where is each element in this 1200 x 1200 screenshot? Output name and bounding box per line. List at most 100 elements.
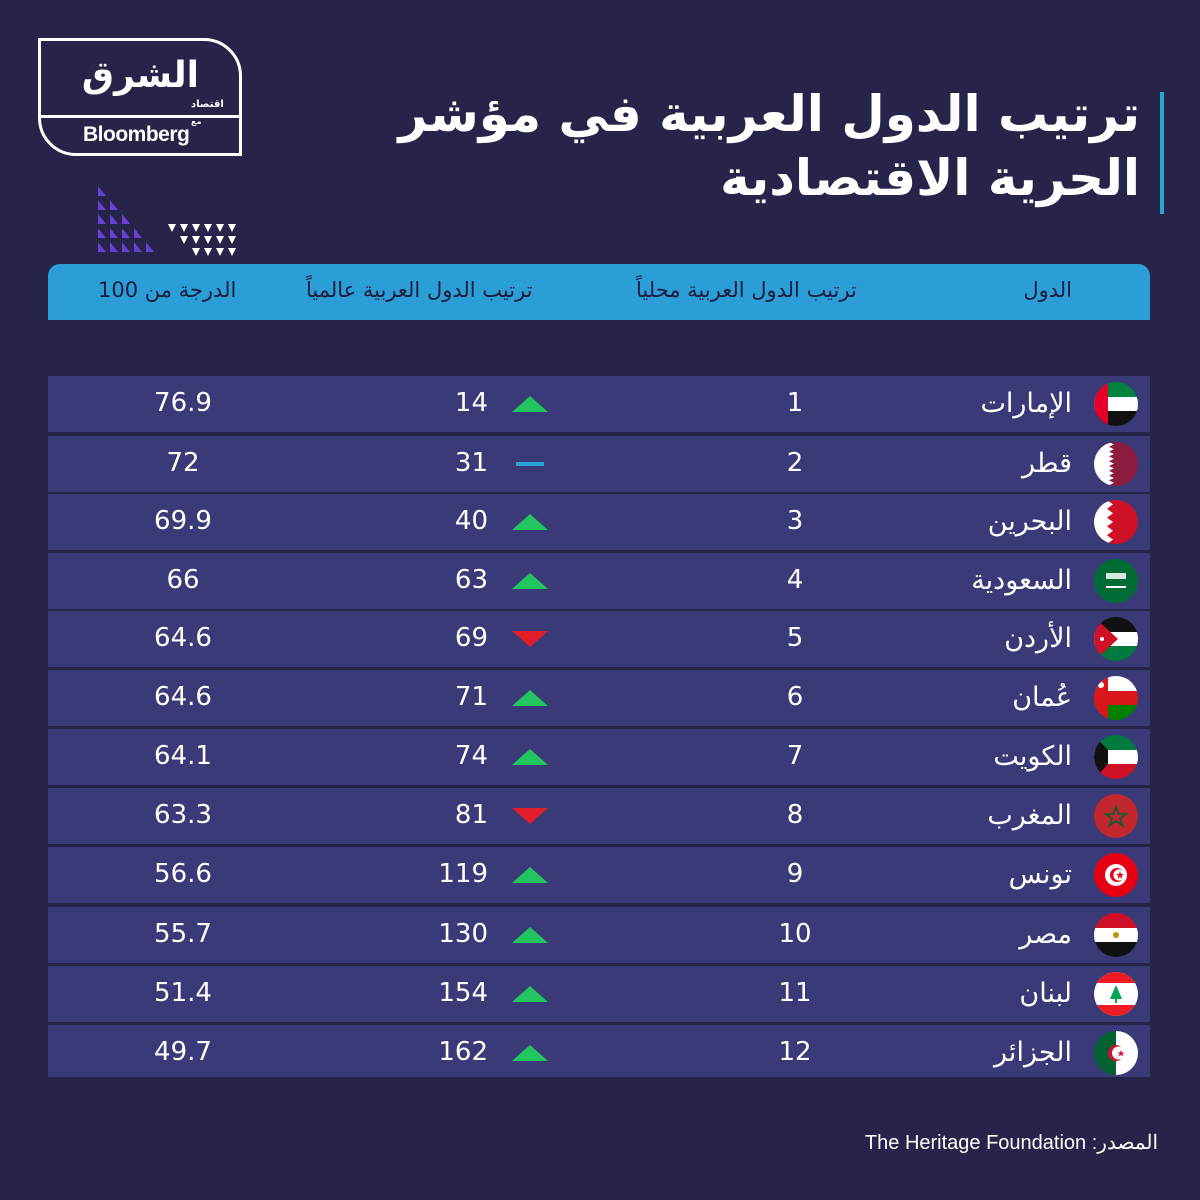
table-row: الأردن 5 69 64.6 — [48, 611, 1150, 667]
table-row: البحرين 3 40 69.9 — [48, 494, 1150, 550]
header-country: الدول — [1023, 278, 1072, 302]
country-name: البحرين — [987, 506, 1072, 537]
local-rank: 2 — [786, 448, 804, 478]
table-row: الكويت 7 74 64.1 — [48, 729, 1150, 785]
rank-up-icon — [510, 984, 550, 1004]
kuwait-flag — [1094, 735, 1138, 779]
country-name: لبنان — [1019, 978, 1072, 1009]
uae-flag — [1094, 382, 1138, 426]
local-rank: 3 — [786, 506, 804, 536]
country-name: عُمان — [1012, 682, 1072, 713]
table-row: الجزائر 12 162 49.7 — [48, 1025, 1150, 1077]
header-global-rank: ترتيب الدول العربية عالمياً — [306, 278, 533, 302]
local-rank: 12 — [778, 1037, 812, 1067]
local-rank: 8 — [786, 800, 804, 830]
rank-unchanged-icon — [510, 454, 550, 474]
local-rank: 4 — [786, 565, 804, 595]
jordan-flag — [1094, 617, 1138, 661]
score-value: 64.6 — [154, 623, 212, 653]
global-rank: 14 — [454, 388, 488, 418]
global-rank: 31 — [454, 448, 488, 478]
score-value: 55.7 — [154, 919, 212, 949]
score-value: 66 — [166, 565, 200, 595]
score-value: 64.6 — [154, 682, 212, 712]
logo-arabic: الشرق — [81, 55, 199, 96]
global-rank: 63 — [454, 565, 488, 595]
local-rank: 6 — [786, 682, 804, 712]
country-name: الأردن — [1004, 623, 1072, 654]
tunisia-flag — [1094, 853, 1138, 897]
global-rank: 81 — [454, 800, 488, 830]
rank-up-icon — [510, 865, 550, 885]
score-value: 49.7 — [154, 1037, 212, 1067]
logo-with: مع — [191, 117, 202, 126]
oman-flag — [1094, 676, 1138, 720]
local-rank: 7 — [786, 741, 804, 771]
table-header: الدول ترتيب الدول العربية محلياً ترتيب ا… — [48, 264, 1150, 320]
saudi-flag — [1094, 559, 1138, 603]
header-score: الدرجة من 100 — [98, 278, 237, 302]
global-rank: 74 — [454, 741, 488, 771]
brand-logo: الشرق اقتصاد مع Bloomberg — [38, 38, 242, 156]
rank-up-icon — [510, 512, 550, 532]
rank-down-icon — [510, 629, 550, 649]
rank-up-icon — [510, 571, 550, 591]
country-name: المغرب — [987, 800, 1072, 831]
decorative-triangles — [98, 186, 236, 256]
morocco-flag — [1094, 794, 1138, 838]
local-rank: 5 — [786, 623, 804, 653]
title-accent-bar — [1160, 92, 1164, 214]
source-note: المصدر: The Heritage Foundation — [864, 1132, 1158, 1154]
score-value: 63.3 — [154, 800, 212, 830]
score-value: 64.1 — [154, 741, 212, 771]
country-name: الإمارات — [980, 388, 1072, 419]
country-name: السعودية — [971, 565, 1072, 596]
table-row: مصر 10 130 55.7 — [48, 907, 1150, 963]
local-rank: 11 — [778, 978, 812, 1008]
score-value: 69.9 — [154, 506, 212, 536]
global-rank: 119 — [438, 859, 488, 889]
country-name: الجزائر — [994, 1037, 1072, 1068]
country-name: تونس — [1008, 859, 1072, 890]
rank-down-icon — [510, 806, 550, 826]
country-name: الكويت — [993, 741, 1072, 772]
rank-up-icon — [510, 1043, 550, 1063]
local-rank: 10 — [778, 919, 812, 949]
global-rank: 40 — [454, 506, 488, 536]
algeria-flag — [1094, 1031, 1138, 1075]
score-value: 72 — [166, 448, 200, 478]
page-title: ترتيب الدول العربية في مؤشر الحرية الاقت… — [340, 82, 1140, 210]
header-local-rank: ترتيب الدول العربية محلياً — [636, 278, 857, 302]
logo-divider — [41, 115, 239, 118]
title-line-2: الحرية الاقتصادية — [720, 149, 1140, 207]
local-rank: 1 — [786, 388, 804, 418]
score-value: 56.6 — [154, 859, 212, 889]
lebanon-flag — [1094, 972, 1138, 1016]
table-row: تونس 9 119 56.6 — [48, 847, 1150, 903]
global-rank: 130 — [438, 919, 488, 949]
table-row: الإمارات 1 14 76.9 — [48, 376, 1150, 432]
rank-up-icon — [510, 688, 550, 708]
qatar-flag — [1094, 442, 1138, 486]
table-row: لبنان 11 154 51.4 — [48, 966, 1150, 1022]
global-rank: 154 — [438, 978, 488, 1008]
score-value: 51.4 — [154, 978, 212, 1008]
table-row: قطر 2 31 72 — [48, 436, 1150, 492]
rank-up-icon — [510, 747, 550, 767]
global-rank: 71 — [454, 682, 488, 712]
rank-up-icon — [510, 925, 550, 945]
table-row: المغرب 8 81 63.3 — [48, 788, 1150, 844]
country-name: مصر — [1019, 919, 1072, 950]
country-name: قطر — [1022, 448, 1072, 479]
logo-arabic-sub: اقتصاد — [191, 99, 224, 110]
bahrain-flag — [1094, 500, 1138, 544]
rank-up-icon — [510, 394, 550, 414]
global-rank: 162 — [438, 1037, 488, 1067]
logo-bloomberg: Bloomberg — [83, 123, 190, 146]
egypt-flag — [1094, 913, 1138, 957]
local-rank: 9 — [786, 859, 804, 889]
global-rank: 69 — [454, 623, 488, 653]
score-value: 76.9 — [154, 388, 212, 418]
title-line-1: ترتيب الدول العربية في مؤشر — [398, 85, 1140, 143]
table-row: السعودية 4 63 66 — [48, 553, 1150, 609]
